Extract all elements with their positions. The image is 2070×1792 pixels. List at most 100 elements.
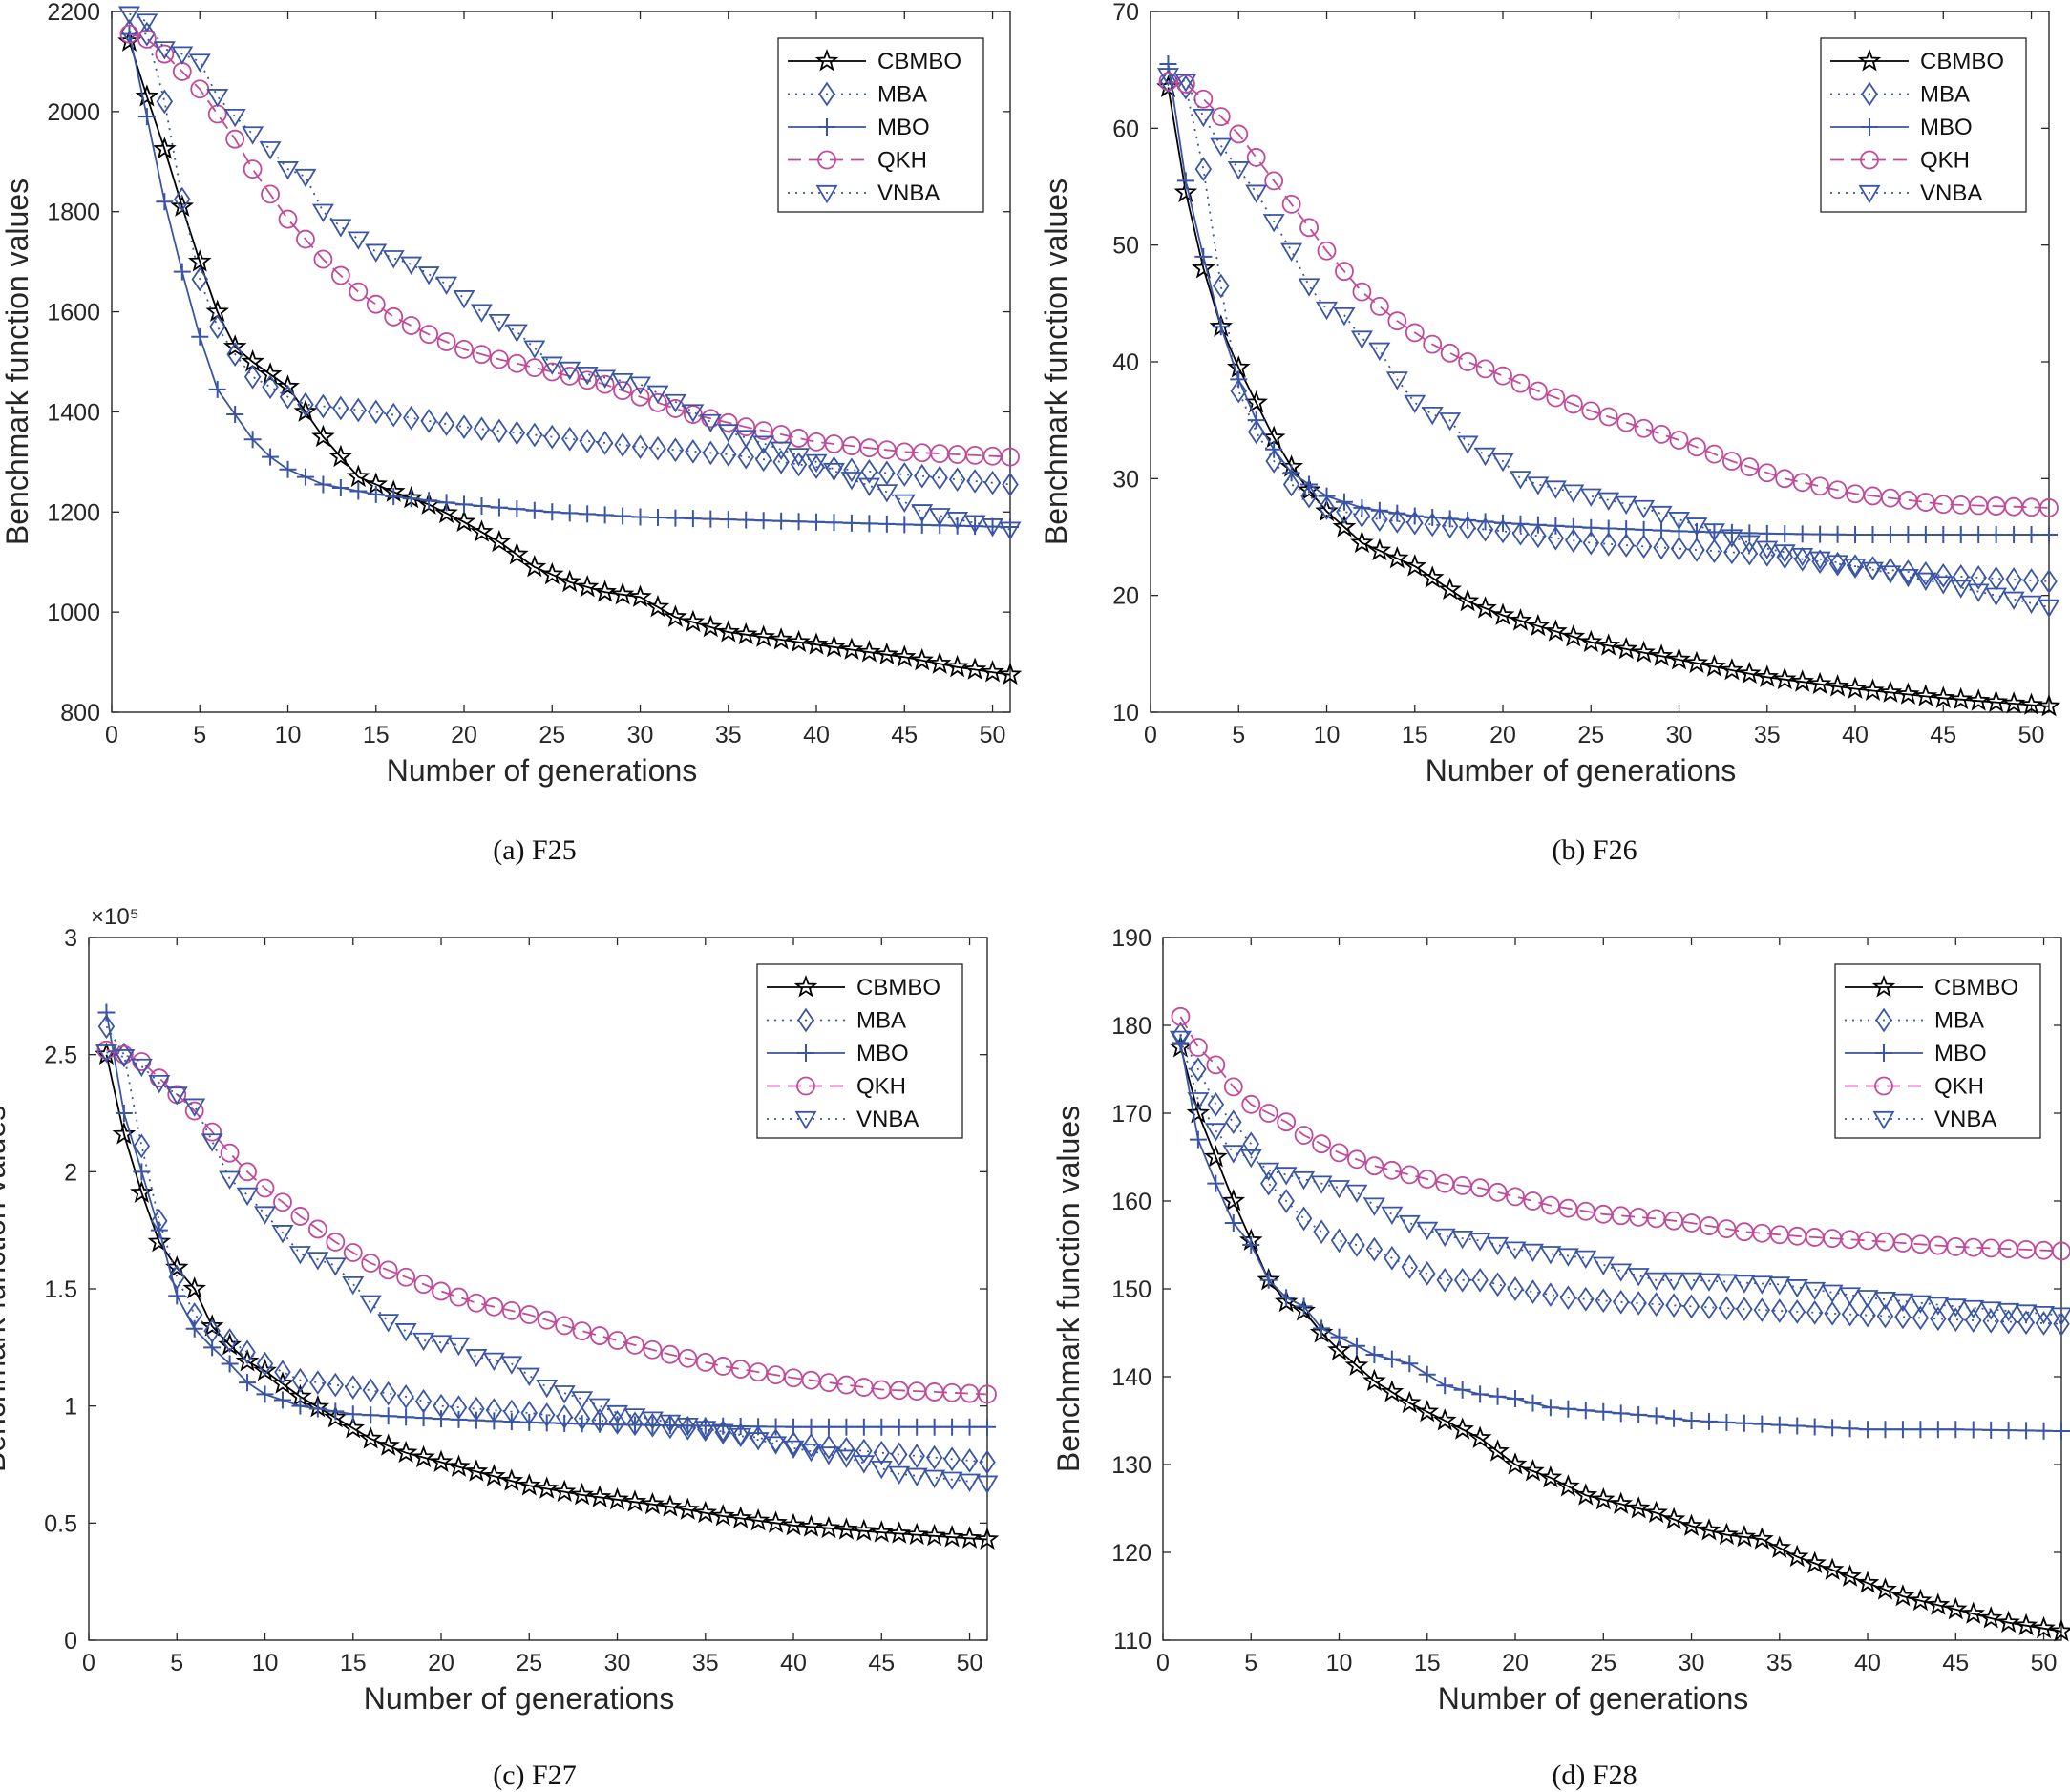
data-point (132, 1052, 152, 1071)
data-point (1156, 68, 1179, 87)
data-point (802, 1418, 820, 1436)
data-point (606, 1404, 629, 1424)
data-point (165, 1086, 188, 1106)
data-point (1541, 1399, 1559, 1417)
data-point (717, 424, 740, 443)
x-tick-label: 10 (275, 722, 302, 748)
data-point (1204, 1123, 1227, 1142)
data-point (452, 509, 476, 533)
data-point (1878, 680, 1903, 703)
data-point (1313, 1219, 1330, 1245)
data-point (1433, 1228, 1456, 1248)
data-point (578, 370, 598, 390)
data-point (1316, 301, 1338, 321)
data-point (223, 109, 246, 128)
data-point (702, 510, 720, 528)
data-point (1564, 517, 1582, 536)
data-point (206, 89, 229, 108)
data-point (910, 647, 935, 671)
data-point (2017, 1310, 2035, 1336)
y-tick-label: 10 (1112, 700, 1139, 727)
data-point (1212, 318, 1230, 336)
data-point (1318, 495, 1336, 520)
data-point (710, 1504, 735, 1527)
data-point (1221, 1189, 1246, 1212)
data-point (1828, 551, 1847, 577)
legend-marker (1861, 118, 1878, 136)
data-point (270, 1371, 295, 1394)
legend-marker (818, 118, 835, 136)
data-point (1282, 472, 1300, 497)
data-point (572, 1321, 592, 1341)
data-point (790, 513, 808, 531)
legend-marker (793, 974, 818, 998)
data-point (1665, 1293, 1682, 1318)
data-point (1297, 477, 1321, 500)
data-point (183, 1098, 206, 1117)
series-vnba (95, 1044, 999, 1494)
data-point (1476, 513, 1494, 531)
data-point (643, 1339, 663, 1360)
data-point (1741, 540, 1759, 566)
data-point (243, 364, 262, 390)
data-point (1277, 1112, 1297, 1132)
y-tick-label: 150 (1111, 1276, 1151, 1303)
data-point (1653, 521, 1671, 539)
panel-a: 0 5 10 15 20 25 30 35 40 45 50 800 1000 1200 1400 1600 1… (0, 0, 1023, 788)
data-point (1558, 1198, 1578, 1218)
legend-marker (796, 1076, 815, 1096)
data-point (490, 498, 508, 517)
plot-frame (111, 11, 1011, 713)
y-axis-label: Benchmark function values (1039, 179, 1073, 545)
data-point (588, 1398, 611, 1417)
data-point (1768, 1276, 1791, 1296)
data-point (641, 1411, 664, 1430)
data-point (1753, 1415, 1771, 1433)
data-point (1999, 1422, 2017, 1440)
data-point (1661, 1507, 1686, 1530)
data-point (402, 405, 420, 431)
data-point (447, 1337, 470, 1357)
data-point (434, 500, 458, 524)
data-point (1881, 526, 1899, 544)
data-point (208, 314, 226, 340)
data-point (1665, 1409, 1683, 1427)
data-point (1453, 1267, 1471, 1293)
x-tick-label: 25 (1577, 722, 1604, 748)
x-tick-label: 0 (105, 722, 118, 748)
data-point (1773, 544, 1796, 563)
panel-b: 0 5 10 15 20 25 30 35 40 45 50 10 20 30 40 50 60 70 Number… (1039, 0, 2061, 788)
data-point (97, 1003, 116, 1022)
data-point (699, 413, 722, 433)
data-point (896, 462, 914, 487)
data-point (630, 387, 650, 407)
data-point (701, 409, 721, 429)
data-point (1697, 1518, 1721, 1541)
data-point (1970, 526, 1988, 544)
data-point (1876, 1303, 1894, 1329)
data-point (242, 126, 264, 145)
data-point (1688, 538, 1705, 562)
data-point (1916, 526, 1934, 544)
data-point (1227, 161, 1250, 180)
data-point (1318, 487, 1336, 505)
data-point (308, 1400, 327, 1418)
data-point (1827, 555, 1849, 574)
data-point (555, 1316, 575, 1336)
data-point (1670, 536, 1688, 561)
legend-marker (814, 48, 839, 72)
data-point (1369, 296, 1389, 316)
data-point (155, 44, 175, 64)
data-point (682, 404, 705, 423)
data-point (734, 430, 757, 449)
data-point (731, 1418, 750, 1436)
data-point (1669, 431, 1689, 450)
data-point (1965, 1308, 1982, 1333)
data-point (331, 478, 349, 496)
data-point (1733, 1275, 1756, 1294)
data-point (2001, 691, 2026, 714)
data-point (1961, 1601, 1986, 1624)
legend-label-mba: MBA (856, 1008, 906, 1034)
data-point (1576, 1402, 1595, 1420)
data-point (1241, 1094, 1261, 1114)
